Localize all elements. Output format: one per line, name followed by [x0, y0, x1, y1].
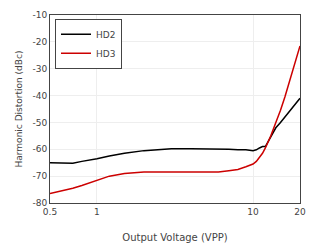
svg-text:-30: -30 — [32, 64, 47, 74]
svg-text:20: 20 — [294, 207, 306, 217]
svg-text:Harmonic Distortion (dBc): Harmonic Distortion (dBc) — [14, 51, 24, 168]
svg-text:HD2: HD2 — [96, 30, 115, 40]
svg-text:HD3: HD3 — [96, 49, 115, 59]
svg-text:-20: -20 — [32, 37, 47, 47]
svg-text:-40: -40 — [32, 91, 47, 101]
svg-text:-10: -10 — [32, 10, 47, 20]
svg-text:10: 10 — [247, 207, 259, 217]
svg-text:-70: -70 — [32, 171, 47, 181]
svg-text:-50: -50 — [32, 118, 47, 128]
svg-text:-60: -60 — [32, 144, 47, 154]
svg-text:Output Voltage (VPP): Output Voltage (VPP) — [122, 232, 227, 243]
svg-text:1: 1 — [94, 207, 100, 217]
svg-text:0.5: 0.5 — [43, 207, 57, 217]
svg-text:-80: -80 — [32, 198, 47, 208]
